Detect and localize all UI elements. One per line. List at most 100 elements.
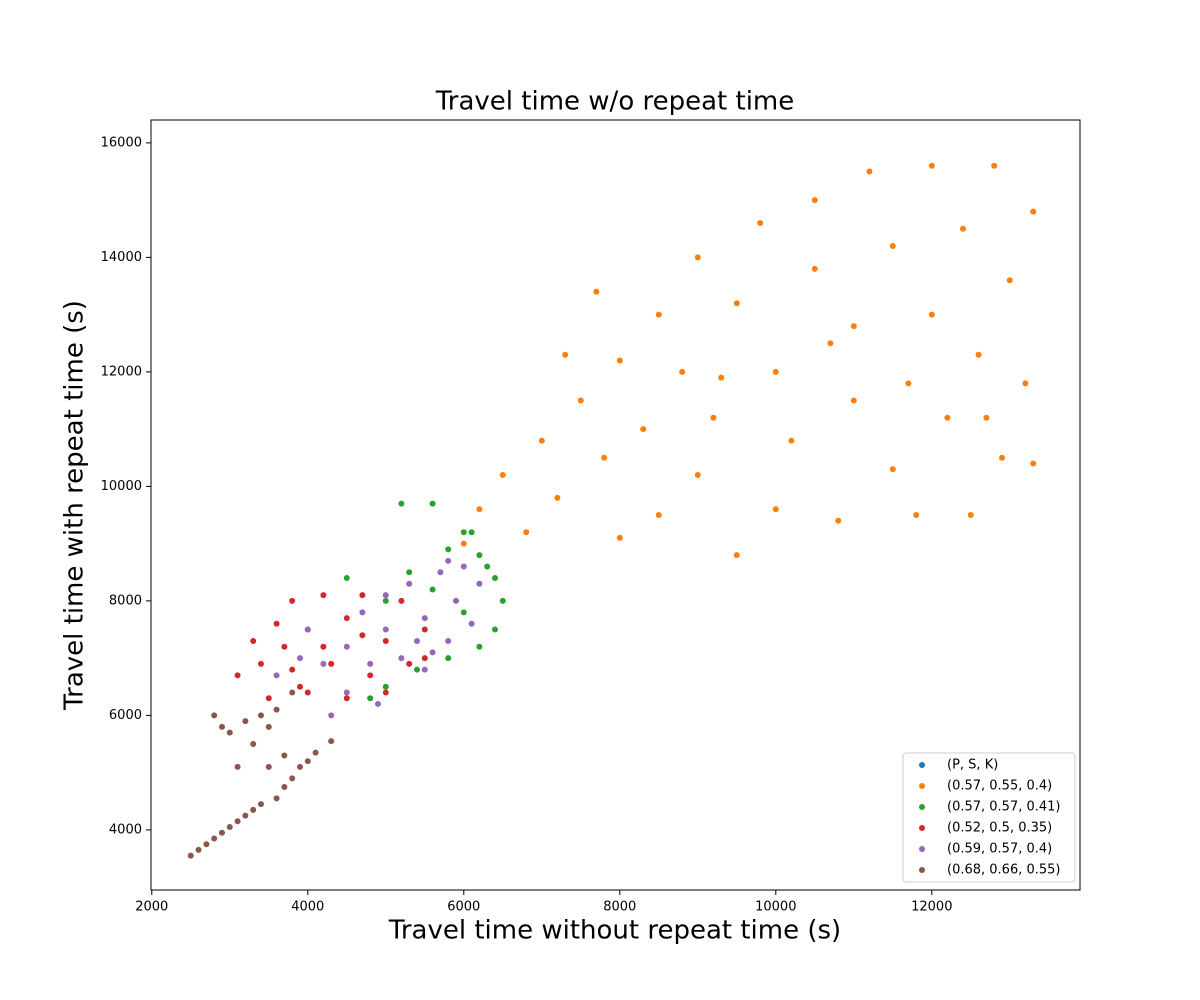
scatter-point bbox=[343, 695, 350, 702]
x-tick-label: 4000 bbox=[291, 900, 324, 915]
scatter-point bbox=[655, 512, 662, 519]
scatter-point bbox=[382, 626, 389, 633]
scatter-point bbox=[429, 649, 436, 656]
scatter-point bbox=[437, 569, 444, 576]
scatter-point bbox=[203, 841, 210, 848]
scatter-point bbox=[928, 162, 935, 169]
legend-marker bbox=[919, 762, 925, 768]
scatter-point bbox=[234, 672, 241, 679]
scatter-point bbox=[476, 506, 483, 513]
scatter-point bbox=[850, 323, 857, 330]
y-axis-label: Travel time with repeat time (s) bbox=[60, 300, 90, 711]
scatter-point bbox=[398, 597, 405, 604]
scatter-point bbox=[382, 592, 389, 599]
scatter-point bbox=[413, 666, 420, 673]
scatter-point bbox=[226, 824, 233, 831]
scatter-point bbox=[616, 357, 623, 364]
scatter-point bbox=[257, 801, 264, 808]
scatter-point bbox=[1022, 380, 1029, 387]
legend-marker bbox=[919, 867, 925, 873]
legend-label: (0.57, 0.57, 0.41) bbox=[947, 800, 1061, 815]
scatter-point bbox=[562, 351, 569, 358]
legend-label: (P, S, K) bbox=[947, 758, 998, 773]
scatter-point bbox=[281, 752, 288, 759]
scatter-point bbox=[835, 517, 842, 524]
scatter-point bbox=[211, 712, 218, 719]
x-tick-label: 2000 bbox=[135, 900, 168, 915]
scatter-point bbox=[452, 597, 459, 604]
scatter-point bbox=[242, 812, 249, 819]
scatter-point bbox=[959, 225, 966, 232]
scatter-point bbox=[905, 380, 912, 387]
scatter-point bbox=[616, 534, 623, 541]
scatter-point bbox=[226, 729, 233, 736]
scatter-point bbox=[866, 168, 873, 175]
scatter-point bbox=[218, 723, 225, 730]
scatter-point bbox=[273, 672, 280, 679]
scatter-point bbox=[367, 672, 374, 679]
scatter-point bbox=[429, 586, 436, 593]
scatter-point bbox=[445, 655, 452, 662]
scatter-point bbox=[273, 706, 280, 713]
scatter-point bbox=[889, 242, 896, 249]
scatter-point bbox=[499, 597, 506, 604]
y-tick-label: 14000 bbox=[101, 250, 142, 265]
scatter-point bbox=[289, 689, 296, 696]
scatter-point bbox=[593, 288, 600, 295]
scatter-point bbox=[928, 311, 935, 318]
scatter-point bbox=[998, 454, 1005, 461]
scatter-point bbox=[289, 666, 296, 673]
legend-marker bbox=[919, 804, 925, 810]
scatter-point bbox=[265, 695, 272, 702]
scatter-point bbox=[710, 414, 717, 421]
scatter-point bbox=[694, 254, 701, 261]
scatter-point bbox=[468, 529, 475, 536]
scatter-point bbox=[250, 741, 257, 748]
scatter-point bbox=[359, 592, 366, 599]
scatter-point bbox=[460, 609, 467, 616]
y-tick-label: 4000 bbox=[109, 822, 142, 837]
scatter-point bbox=[460, 540, 467, 547]
scatter-point bbox=[359, 609, 366, 616]
scatter-point bbox=[382, 637, 389, 644]
scatter-point bbox=[343, 689, 350, 696]
scatter-point bbox=[944, 414, 951, 421]
y-tick-label: 8000 bbox=[109, 593, 142, 608]
scatter-point bbox=[382, 689, 389, 696]
scatter-point bbox=[577, 397, 584, 404]
y-tick-label: 10000 bbox=[101, 479, 142, 494]
scatter-point bbox=[234, 763, 241, 770]
scatter-point bbox=[460, 563, 467, 570]
scatter-point bbox=[328, 660, 335, 667]
scatter-point bbox=[484, 563, 491, 570]
scatter-point bbox=[273, 795, 280, 802]
scatter-point bbox=[374, 700, 381, 707]
scatter-point bbox=[991, 162, 998, 169]
x-tick-label: 6000 bbox=[447, 900, 480, 915]
scatter-point bbox=[398, 655, 405, 662]
scatter-point bbox=[304, 758, 311, 765]
scatter-point bbox=[554, 494, 561, 501]
x-tick-label: 8000 bbox=[603, 900, 636, 915]
scatter-point bbox=[772, 506, 779, 513]
scatter-point bbox=[343, 574, 350, 581]
scatter-point bbox=[1030, 460, 1037, 467]
scatter-point bbox=[476, 580, 483, 587]
legend-marker bbox=[919, 825, 925, 831]
scatter-point bbox=[406, 660, 413, 667]
scatter-point bbox=[468, 620, 475, 627]
scatter-point bbox=[257, 660, 264, 667]
scatter-point bbox=[694, 471, 701, 478]
scatter-point bbox=[718, 374, 725, 381]
scatter-point bbox=[523, 529, 530, 536]
scatter-point bbox=[289, 775, 296, 782]
scatter-point bbox=[296, 655, 303, 662]
scatter-point bbox=[320, 660, 327, 667]
scatter-point bbox=[406, 569, 413, 576]
scatter-point bbox=[421, 666, 428, 673]
scatter-point bbox=[382, 597, 389, 604]
scatter-point bbox=[640, 426, 647, 433]
scatter-point bbox=[975, 351, 982, 358]
scatter-point bbox=[538, 437, 545, 444]
scatter-point bbox=[413, 637, 420, 644]
